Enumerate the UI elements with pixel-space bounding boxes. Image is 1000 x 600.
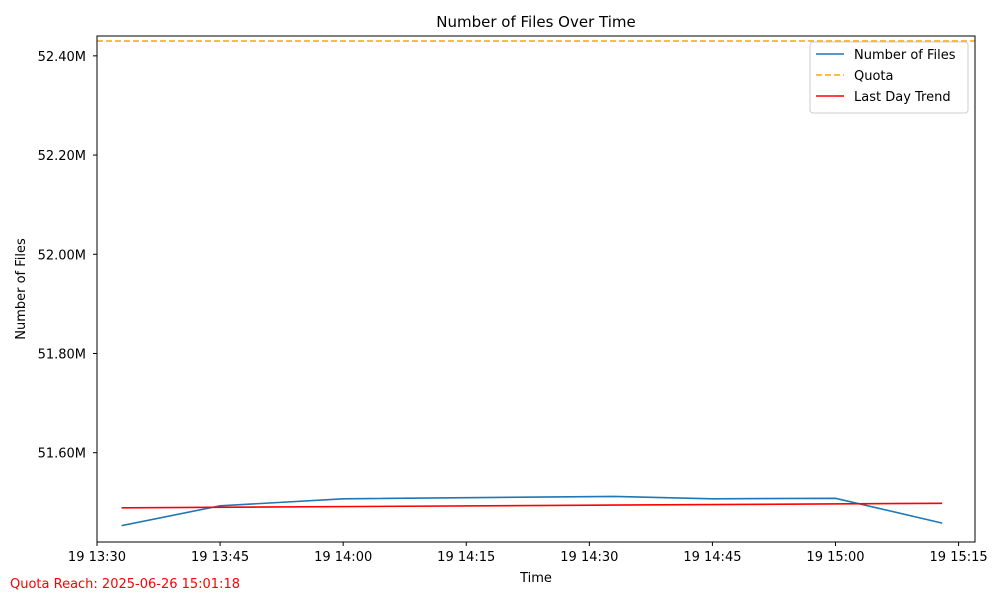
x-tick-label: 19 15:15: [930, 550, 988, 565]
plot-frame: [96, 35, 976, 543]
x-tick-label: 19 13:30: [68, 550, 126, 565]
y-axis: 51.60M 51.80M 52.00M 52.20M 52.40M: [38, 50, 97, 462]
legend-label: Quota: [854, 69, 894, 84]
series-line-last-day-trend: [121, 502, 943, 509]
x-tick-label: 19 14:45: [683, 550, 741, 565]
x-axis: 19 13:30 19 13:45 19 14:00 19 14:15 19 14:30…: [68, 542, 988, 565]
y-tick-label: 51.60M: [38, 447, 86, 462]
legend: Number of Files Quota Last Day Trend: [809, 41, 969, 114]
legend-box: [809, 41, 969, 114]
y-tick-label: 52.00M: [38, 248, 86, 263]
x-axis-label: Time: [519, 571, 552, 586]
plot-series-layer: [97, 40, 975, 527]
quota-reach-annotation: Quota Reach: 2025-06-26 15:01:18: [10, 577, 241, 592]
x-tick-label: 19 14:15: [437, 550, 495, 565]
series-line-number-of-files: [121, 495, 943, 527]
chart-title: Number of Files Over Time: [436, 13, 636, 31]
y-tick-label: 51.80M: [38, 347, 86, 362]
y-tick-label: 52.40M: [38, 50, 86, 65]
x-tick-label: 19 14:00: [314, 550, 372, 565]
x-tick-label: 19 13:45: [191, 550, 249, 565]
legend-label: Number of Files: [854, 48, 956, 63]
x-tick-label: 19 14:30: [560, 550, 618, 565]
y-tick-label: 52.20M: [38, 149, 86, 164]
y-axis-label: Number of Files: [14, 238, 29, 340]
legend-label: Last Day Trend: [854, 90, 951, 105]
x-tick-label: 19 15:00: [806, 550, 864, 565]
